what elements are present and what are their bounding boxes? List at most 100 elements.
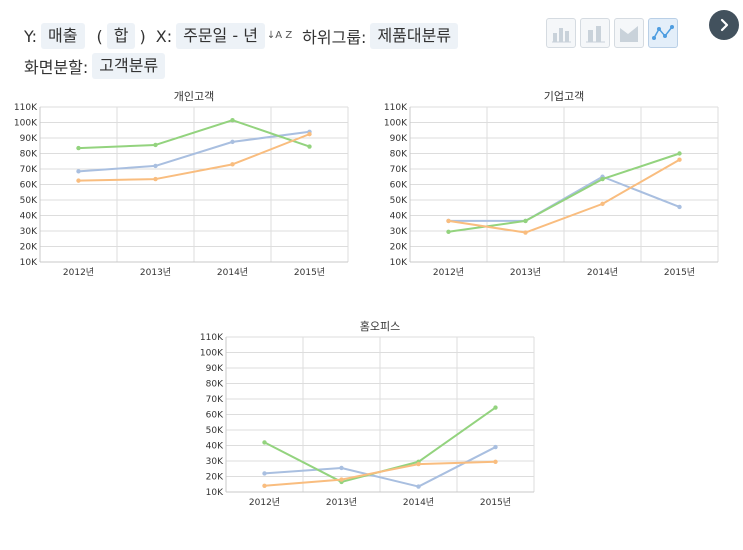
- x-axis-field-chip[interactable]: 주문일 - 년: [176, 23, 265, 49]
- data-point[interactable]: [446, 218, 451, 224]
- x-tick-label: 2014년: [587, 267, 618, 278]
- series-line[interactable]: [78, 133, 310, 182]
- series-line[interactable]: [264, 460, 496, 487]
- series-line[interactable]: [448, 175, 680, 222]
- y-tick-label: 80K: [390, 150, 408, 160]
- data-point[interactable]: [262, 440, 267, 445]
- data-point[interactable]: [307, 144, 312, 149]
- data-point[interactable]: [416, 461, 421, 467]
- bar-chart-icon[interactable]: [546, 18, 576, 48]
- data-point[interactable]: [76, 145, 81, 151]
- data-point[interactable]: [523, 218, 528, 224]
- y-tick-label: 100K: [384, 119, 408, 129]
- y-tick-label: 100K: [200, 349, 224, 359]
- y-tick-label: 50K: [20, 196, 38, 206]
- series-line[interactable]: [78, 130, 310, 173]
- y-tick-label: 40K: [20, 212, 38, 222]
- line-chart-icon[interactable]: [648, 18, 678, 48]
- data-point[interactable]: [493, 405, 498, 410]
- y-tick-label: 40K: [390, 212, 408, 222]
- y-tick-label: 50K: [390, 196, 408, 206]
- y-tick-label: 60K: [20, 181, 38, 191]
- y-tick-label: 10K: [206, 488, 224, 498]
- y-axis-field-chip[interactable]: 매출: [41, 23, 85, 49]
- data-point[interactable]: [416, 484, 421, 489]
- data-point[interactable]: [153, 163, 158, 169]
- x-tick-label: 2014년: [217, 267, 248, 278]
- data-point[interactable]: [446, 229, 451, 234]
- x-tick-label: 2012년: [63, 267, 94, 278]
- data-point[interactable]: [230, 117, 235, 123]
- stacked-bar-chart-icon[interactable]: [580, 18, 610, 48]
- controls-row-2: 화면분할: 고객분류: [24, 52, 466, 80]
- data-point[interactable]: [523, 230, 528, 235]
- x-tick-label: 2015년: [480, 497, 511, 508]
- aggregation-close-paren: ): [139, 26, 146, 46]
- y-tick-label: 20K: [390, 243, 408, 253]
- next-button[interactable]: [709, 10, 739, 40]
- x-tick-label: 2012년: [433, 267, 464, 278]
- series-line[interactable]: [78, 119, 310, 150]
- sort-az-icon[interactable]: ↓A Z: [266, 30, 293, 41]
- controls-row-1: Y: 매출 ( 합 ) X: 주문일 - 년 ↓A Z 하위그룹: 제품대분류: [24, 22, 466, 50]
- y-tick-label: 30K: [390, 227, 408, 237]
- y-tick-label: 30K: [20, 227, 38, 237]
- y-tick-label: 90K: [206, 364, 224, 374]
- data-point[interactable]: [600, 176, 605, 182]
- data-point[interactable]: [262, 483, 267, 488]
- y-tick-label: 20K: [206, 473, 224, 483]
- data-point[interactable]: [76, 169, 81, 174]
- y-tick-label: 30K: [206, 457, 224, 467]
- y-tick-label: 110K: [14, 103, 38, 113]
- x-tick-label: 2014년: [403, 497, 434, 508]
- data-point[interactable]: [153, 176, 158, 182]
- data-point[interactable]: [600, 201, 605, 207]
- series-line[interactable]: [264, 446, 496, 488]
- y-tick-label: 90K: [390, 134, 408, 144]
- data-point[interactable]: [230, 162, 235, 167]
- data-point[interactable]: [677, 204, 682, 210]
- chart-corporate-customers: 기업고객 10K 20K 30K 40K 50K 60K 70K 80K 90K 100K 110K 2…: [384, 90, 719, 278]
- data-point[interactable]: [677, 151, 682, 156]
- data-point[interactable]: [262, 471, 267, 476]
- area-chart-icon[interactable]: [614, 18, 644, 48]
- aggregation-chip[interactable]: 합: [106, 23, 136, 49]
- data-point[interactable]: [230, 139, 235, 145]
- chart-type-selector: [546, 18, 678, 48]
- chevron-right-icon: [720, 18, 729, 32]
- y-tick-label: 40K: [206, 442, 224, 452]
- subgroup-field-chip[interactable]: 제품대분류: [370, 23, 459, 49]
- y-tick-label: 70K: [206, 395, 224, 405]
- data-point[interactable]: [76, 178, 81, 183]
- y-tick-label: 80K: [206, 380, 224, 390]
- x-tick-label: 2013년: [510, 267, 541, 278]
- chart-title: 기업고객: [544, 90, 584, 103]
- x-tick-label: 2015년: [664, 267, 695, 278]
- y-tick-label: 10K: [20, 258, 38, 268]
- data-point[interactable]: [339, 477, 344, 482]
- y-tick-label: 20K: [20, 243, 38, 253]
- y-tick-label: 50K: [206, 426, 224, 436]
- y-tick-label: 70K: [390, 165, 408, 175]
- x-tick-label: 2015년: [294, 267, 325, 278]
- y-tick-label: 100K: [14, 119, 38, 129]
- y-axis-label: Y:: [24, 26, 38, 46]
- chart-controls: Y: 매출 ( 합 ) X: 주문일 - 년 ↓A Z 하위그룹: 제품대분류 …: [24, 22, 466, 82]
- chart-title: 홈오피스: [360, 319, 400, 333]
- data-point[interactable]: [339, 465, 344, 471]
- data-point[interactable]: [493, 444, 498, 450]
- split-field-chip[interactable]: 고객분류: [92, 53, 166, 79]
- chart-title: 개인고객: [174, 90, 214, 103]
- y-tick-label: 110K: [200, 333, 224, 343]
- data-point[interactable]: [153, 142, 158, 148]
- series-line[interactable]: [448, 158, 680, 234]
- split-label: 화면분할:: [24, 58, 89, 77]
- data-point[interactable]: [307, 131, 312, 137]
- y-tick-label: 70K: [20, 165, 38, 175]
- data-point[interactable]: [677, 157, 682, 162]
- x-tick-label: 2013년: [140, 267, 171, 278]
- y-tick-label: 80K: [20, 150, 38, 160]
- data-point[interactable]: [493, 459, 498, 464]
- aggregation-open-paren: (: [96, 26, 103, 46]
- y-tick-label: 60K: [206, 411, 224, 421]
